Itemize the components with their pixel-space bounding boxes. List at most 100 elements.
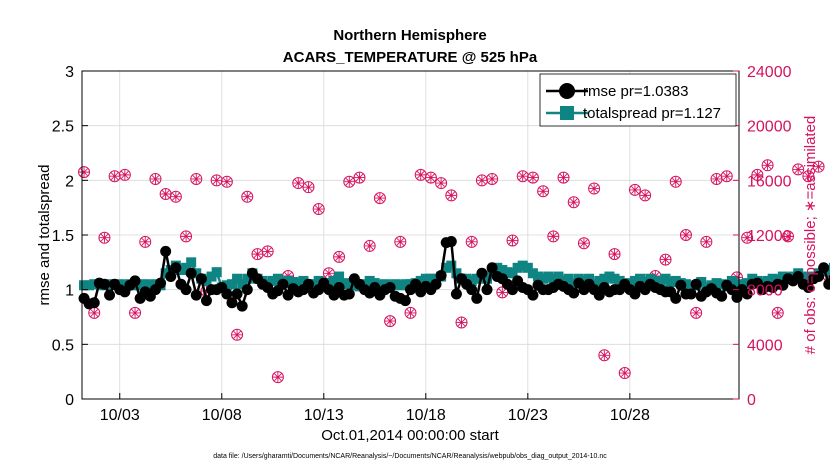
obs-assimilated-marker — [181, 231, 192, 242]
obs-assimilated-marker — [140, 236, 151, 247]
obs-assimilated-marker — [232, 329, 243, 340]
totalspread-point — [517, 260, 528, 271]
obs-point — [537, 185, 550, 198]
obs-point — [567, 196, 580, 209]
obs-assimilated-marker — [456, 317, 467, 328]
obs-point — [210, 174, 223, 187]
rmse-point — [104, 289, 116, 301]
obs-possible-marker — [261, 245, 274, 258]
obs-assimilated-marker — [466, 236, 477, 247]
obs-assimilated-marker — [578, 238, 589, 249]
obs-point — [618, 367, 631, 380]
legend-spread-marker — [560, 106, 574, 120]
obs-point — [149, 172, 162, 185]
left-axis: 0 0.5 1 1.5 2 2.5 3 — [52, 64, 88, 409]
totalspread-point — [334, 271, 345, 282]
rmse-point — [802, 281, 814, 293]
obs-possible-marker — [547, 230, 560, 243]
totalspread-point — [293, 278, 304, 289]
y-right-tick-label-0: 0 — [747, 392, 756, 409]
totalspread-point — [599, 273, 610, 284]
obs-possible-marker — [669, 175, 682, 188]
obs-point — [343, 175, 356, 188]
rmse-point — [155, 277, 167, 289]
y-left-tick-label-0: 0 — [65, 392, 74, 409]
obs-assimilated-marker — [640, 190, 651, 201]
rmse-point — [190, 289, 202, 301]
obs-possible-marker — [659, 253, 672, 266]
obs-point — [700, 235, 713, 248]
obs-point — [792, 163, 805, 176]
totalspread-point — [578, 275, 589, 286]
totalspread-point — [665, 277, 676, 288]
obs-point — [241, 190, 254, 203]
obs-point — [588, 182, 601, 195]
totalspread-point — [145, 280, 156, 291]
obs-point — [159, 188, 172, 200]
obs-possible-marker — [588, 182, 601, 195]
obs-possible-marker — [312, 203, 325, 216]
obs-point — [639, 189, 652, 202]
obs-possible-marker — [129, 306, 142, 319]
obs-assimilated-marker — [609, 249, 620, 260]
obs-possible-marker — [700, 235, 713, 248]
obs-assimilated-marker — [364, 240, 375, 251]
x-tick-label-4: 10/23 — [508, 407, 548, 424]
totalspread-point — [507, 268, 518, 279]
obs-assimilated-marker — [446, 190, 457, 201]
totalspread-point — [288, 277, 299, 288]
rmse-point — [384, 281, 396, 293]
rmse-point — [568, 287, 580, 299]
obs-assimilated-marker — [558, 172, 569, 183]
totalspread-point — [313, 275, 324, 286]
totalspread-point — [635, 273, 646, 284]
rmse-point — [399, 295, 411, 307]
y-left-tick-label-3: 1.5 — [52, 228, 74, 245]
y-left-tick-label-1: 0.5 — [52, 337, 74, 354]
rmse-point — [507, 284, 519, 296]
rmse-point — [129, 275, 141, 287]
obs-assimilated-marker — [813, 161, 824, 172]
obs-assimilated-marker — [568, 197, 579, 208]
totalspread-point — [502, 267, 513, 278]
totalspread-point — [609, 273, 620, 284]
obs-assimilated-marker — [385, 316, 396, 327]
totalspread-point — [165, 264, 176, 275]
obs-possible-marker — [149, 172, 162, 185]
rmse-point — [170, 262, 182, 274]
obs-possible-marker — [751, 168, 764, 181]
obs-assimilated-marker — [242, 191, 253, 202]
obs-point — [628, 183, 641, 196]
obs-assimilated-marker — [99, 232, 110, 243]
obs-point — [475, 174, 488, 187]
rmse-point — [450, 288, 462, 300]
obs-point — [547, 230, 560, 243]
totalspread-point — [415, 275, 426, 286]
obs-point — [577, 237, 590, 250]
chart-title-line2: ACARS_TEMPERATURE @ 525 hPa — [283, 49, 538, 66]
obs-assimilated-marker — [109, 171, 120, 182]
data-file-footer: data file: /Users/gharamti/Documents/NCA… — [213, 453, 607, 460]
obs-possible-marker — [353, 171, 366, 184]
rmse-point — [685, 288, 697, 300]
rmse-point — [226, 297, 238, 309]
obs-assimilated-marker — [170, 191, 181, 202]
obs-possible-marker — [424, 171, 437, 184]
totalspread-point — [548, 273, 559, 284]
totalspread-point — [533, 271, 544, 282]
rmse-point — [741, 288, 753, 300]
totalspread-point — [614, 275, 625, 286]
obs-assimilated-marker — [742, 232, 753, 243]
obs-assimilated-marker — [599, 350, 610, 361]
obs-possible-marker — [486, 172, 499, 185]
rmse-point — [277, 278, 289, 290]
legend-spread-label: totalspread pr=1.127 — [583, 105, 721, 122]
obs-point — [669, 175, 682, 188]
obs-assimilated-marker — [721, 171, 732, 182]
obs-possible-marker — [781, 230, 794, 243]
y-right-tick-label-3: 12000 — [747, 228, 792, 245]
rmse-point — [231, 288, 243, 300]
obs-assimilated-marker — [130, 307, 141, 318]
rmse-point — [180, 284, 192, 296]
obs-assimilated-marker — [629, 184, 640, 195]
